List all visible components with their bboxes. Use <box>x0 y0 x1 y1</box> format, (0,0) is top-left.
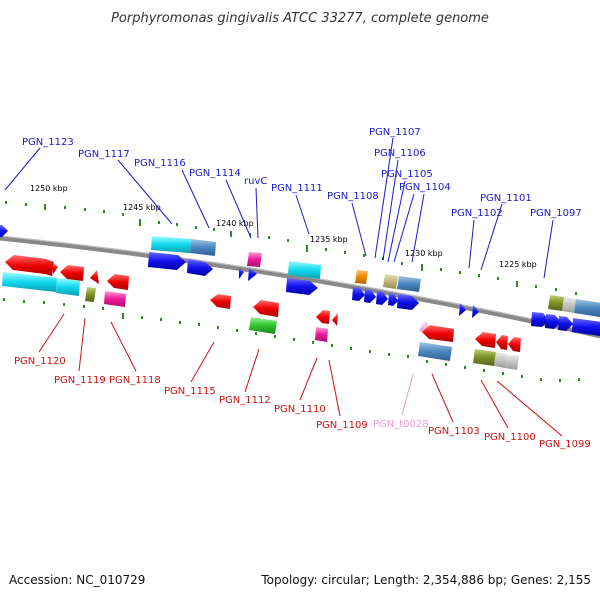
gene-label-PGN_1104[interactable]: PGN_1104 <box>399 182 451 193</box>
gene-label-PGN_1112[interactable]: PGN_1112 <box>219 395 271 406</box>
gene-label-PGN_1103[interactable]: PGN_1103 <box>428 426 480 437</box>
gene-arrow[interactable] <box>239 268 244 279</box>
gene-arrow[interactable] <box>508 337 521 352</box>
gene-block-PGN_1116[interactable] <box>151 236 191 253</box>
scale-label-1230: 1230 kbp <box>405 249 443 258</box>
gene-arrow[interactable] <box>472 305 479 318</box>
gene-block[interactable] <box>505 354 519 370</box>
gene-block[interactable] <box>574 299 600 317</box>
gene-arrow[interactable] <box>475 332 496 348</box>
gene-block-PGN_1114[interactable] <box>190 239 216 256</box>
gene-arrow[interactable] <box>53 263 58 274</box>
gene-arrow[interactable] <box>352 287 365 301</box>
gene-arrow[interactable] <box>397 294 419 310</box>
scale-label-1235: 1235 kbp <box>310 235 348 244</box>
gene-arrow[interactable] <box>496 335 508 350</box>
gene-label-PGN_1116[interactable]: PGN_1116 <box>134 158 186 169</box>
gene-label-PGN_1105[interactable]: PGN_1105 <box>381 169 433 180</box>
gene-label-PGN_1102[interactable]: PGN_1102 <box>451 208 503 219</box>
gene-label-ruvC[interactable]: ruvC <box>244 176 267 187</box>
gene-block-PGN_1119[interactable] <box>56 278 80 296</box>
gene-arrow-PGN_1112[interactable] <box>253 300 279 317</box>
gene-label-PGN_1100[interactable]: PGN_1100 <box>484 432 536 443</box>
gene-block-PGN_1108[interactable] <box>355 270 368 284</box>
gene-label-PGN_1115[interactable]: PGN_1115 <box>164 386 216 397</box>
gene-arrow-PGN_1103[interactable] <box>422 325 454 342</box>
gene-label-PGN_1120[interactable]: PGN_1120 <box>14 356 66 367</box>
gene-label-PGN_1118[interactable]: PGN_1118 <box>109 375 161 386</box>
gene-label-PGN_t0028[interactable]: PGN_t0028 <box>373 419 429 430</box>
gene-arrow[interactable] <box>364 289 376 303</box>
gene-label-PGN_1119[interactable]: PGN_1119 <box>54 375 106 386</box>
gene-label-PGN_1117[interactable]: PGN_1117 <box>78 149 130 160</box>
gene-arrow[interactable] <box>148 252 186 270</box>
scale-label-1245: 1245 kbp <box>123 203 161 212</box>
gene-arrow[interactable] <box>388 293 398 306</box>
lower-scale-track <box>3 298 580 382</box>
gene-block-PGN_1105[interactable] <box>383 274 398 289</box>
gene-label-PGN_1108[interactable]: PGN_1108 <box>327 191 379 202</box>
topology-text: Topology: circular; Length: 2,354,886 bp… <box>261 573 591 587</box>
gene-block[interactable] <box>562 297 576 313</box>
gene-label-PGN_1099[interactable]: PGN_1099 <box>539 439 591 450</box>
gene-block-PGN_1120[interactable] <box>2 272 57 292</box>
gene-block-PGN_1111[interactable] <box>288 261 321 279</box>
gene-arrow-PGN_1115[interactable] <box>210 294 231 309</box>
gene-block-ruvC[interactable] <box>247 252 262 267</box>
gene-block-PGN_1110[interactable] <box>315 327 328 342</box>
scale-label-1225: 1225 kbp <box>499 260 537 269</box>
gene-arrow[interactable] <box>187 259 213 276</box>
gene-block-PGN_1097[interactable] <box>548 295 564 311</box>
gene-label-PGN_1111[interactable]: PGN_1111 <box>271 183 323 194</box>
scale-label-1250: 1250 kbp <box>30 184 68 193</box>
minus-strand-features <box>2 255 521 370</box>
minus-gene-labels: PGN_1120 PGN_1119 PGN_1118 PGN_1115 PGN_… <box>14 356 591 450</box>
genome-backbone <box>0 235 600 339</box>
gene-arrow[interactable] <box>0 225 8 237</box>
gene-arrow[interactable] <box>286 278 318 295</box>
rna-label-leader <box>401 373 414 416</box>
gene-arrow[interactable] <box>107 274 129 290</box>
gene-arrow[interactable] <box>60 265 84 281</box>
gene-arrow[interactable] <box>545 314 561 329</box>
gene-block-PGN_1119[interactable] <box>85 287 96 302</box>
gene-label-PGN_1106[interactable]: PGN_1106 <box>374 148 426 159</box>
minus-label-leaders <box>38 313 563 437</box>
gene-block[interactable] <box>494 352 507 368</box>
map-title: Porphyromonas gingivalis ATCC 33277, com… <box>111 11 489 26</box>
upper-scale-track: 1250 kbp 1245 kbp 1240 kbp 1235 kbp 1230… <box>5 184 577 295</box>
gene-label-PGN_1109[interactable]: PGN_1109 <box>316 420 368 431</box>
plus-gene-labels: PGN_1123 PGN_1117 PGN_1116 PGN_1114 ruvC… <box>22 127 582 219</box>
gene-block-PGN_1103[interactable] <box>418 342 452 361</box>
gene-label-PGN_1107[interactable]: PGN_1107 <box>369 127 421 138</box>
gene-arrow[interactable] <box>248 268 257 281</box>
gene-block-PGN_1118[interactable] <box>104 291 126 307</box>
accession-text: Accession: NC_010729 <box>9 573 146 587</box>
gene-label-PGN_1114[interactable]: PGN_1114 <box>189 168 241 179</box>
gene-arrow[interactable] <box>376 291 388 305</box>
gene-block-PGN_1112[interactable] <box>249 317 277 334</box>
gene-arrow[interactable] <box>572 318 600 336</box>
gene-label-PGN_1101[interactable]: PGN_1101 <box>480 193 532 204</box>
gene-arrow-PGN_1109[interactable] <box>332 313 338 326</box>
gene-arrow[interactable] <box>459 303 466 316</box>
plus-strand-features <box>0 225 600 336</box>
gene-arrow-PGN_1120[interactable] <box>5 255 54 276</box>
gene-arrow[interactable] <box>90 270 99 284</box>
gene-block-PGN_1104[interactable] <box>397 276 421 292</box>
gene-label-PGN_1110[interactable]: PGN_1110 <box>274 404 326 415</box>
gene-arrow-PGN_1110[interactable] <box>316 310 330 324</box>
gene-arrow[interactable] <box>558 316 573 331</box>
gene-label-PGN_1097[interactable]: PGN_1097 <box>530 208 582 219</box>
gene-block-PGN_1100[interactable] <box>473 349 496 366</box>
gene-arrow[interactable] <box>531 312 549 327</box>
gene-label-PGN_1123[interactable]: PGN_1123 <box>22 137 74 148</box>
plus-label-leaders <box>4 137 554 279</box>
scale-label-1240: 1240 kbp <box>216 219 254 228</box>
